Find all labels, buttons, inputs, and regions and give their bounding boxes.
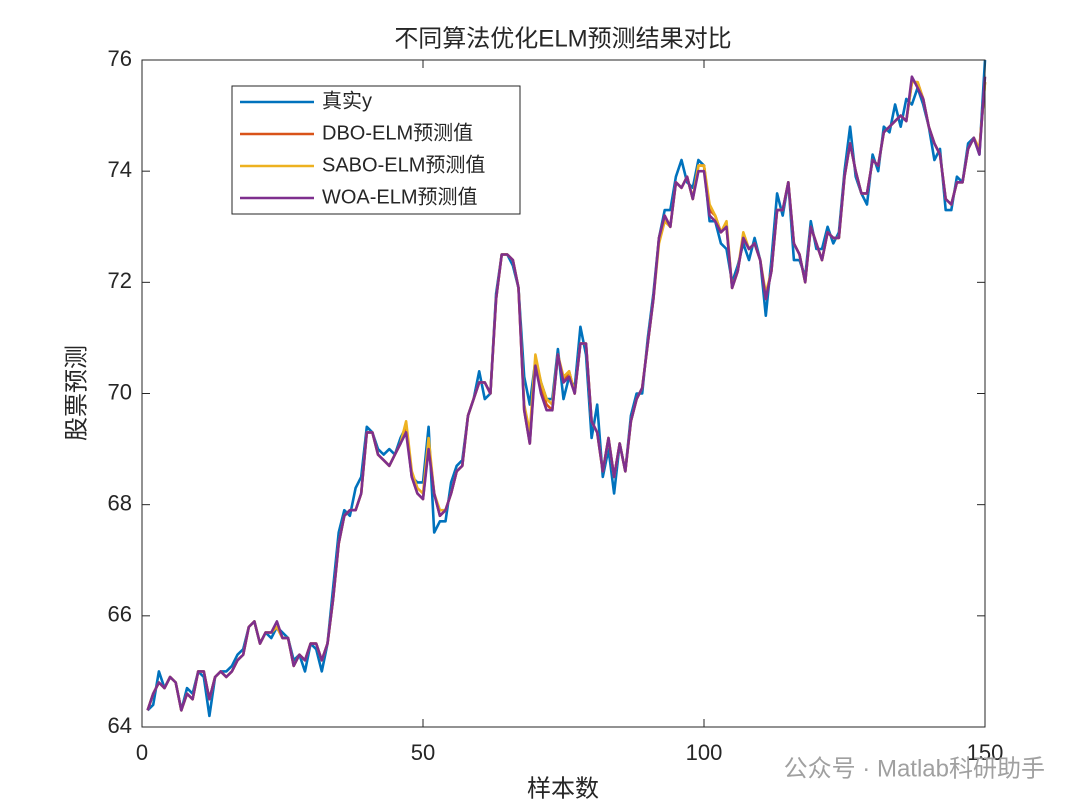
y-tick-label: 70 [108,379,132,404]
legend-label: WOA-ELM预测值 [322,185,478,208]
x-tick-label: 150 [967,740,1004,765]
data-line [146,75,987,712]
x-axis-label: 样本数 [527,775,599,802]
chart-title: 不同算法优化ELM预测结果对比 [394,25,731,52]
x-tick-label: 50 [411,740,435,765]
x-tick-label: 100 [686,740,723,765]
legend-label: DBO-ELM预测值 [322,121,473,144]
y-tick-label: 74 [108,157,132,182]
axes-box [141,59,986,728]
y-tick-label: 66 [108,602,132,627]
y-tick-label: 64 [108,713,132,738]
legend-label: SABO-ELM预测值 [322,153,485,176]
watermark: 公众号 · Matlab科研助手 [784,755,1045,782]
x-tick-label: 0 [136,740,148,765]
y-tick-label: 68 [108,490,132,515]
legend-label: 真实y [322,89,372,112]
y-axis-label: 股票预测 [63,345,90,441]
legend-box [231,85,521,215]
y-tick-label: 72 [108,268,132,293]
y-tick-label: 76 [108,46,132,71]
